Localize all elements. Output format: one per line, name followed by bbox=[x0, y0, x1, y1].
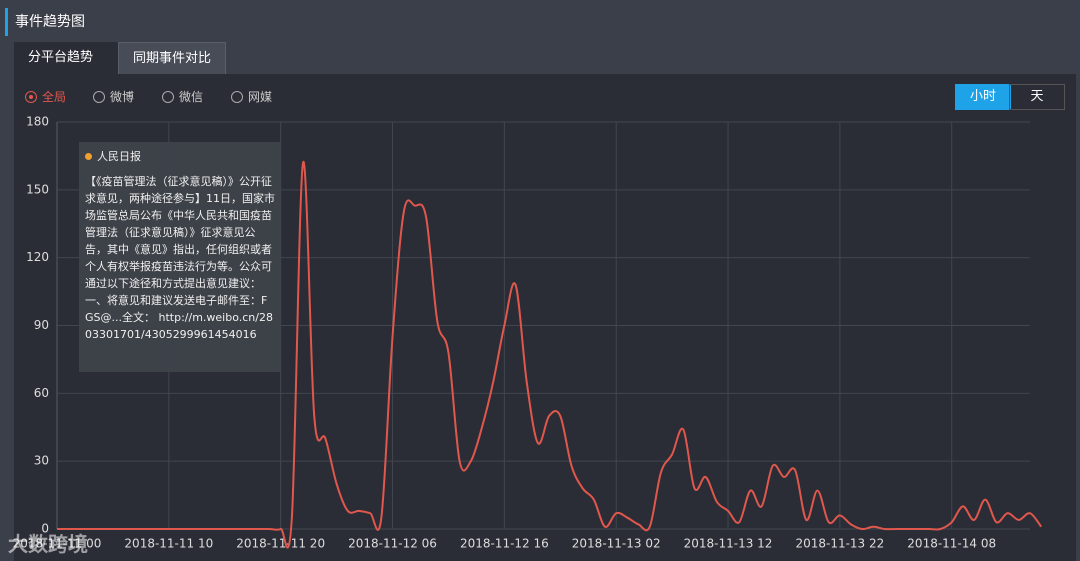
watermark: 大数跨境 bbox=[8, 532, 88, 556]
x-tick-label: 2018-11-11 00 bbox=[13, 537, 102, 551]
x-tick-label: 2018-11-11 10 bbox=[124, 537, 213, 551]
y-tick-label: 150 bbox=[26, 182, 49, 196]
tooltip-source: 人民日报 bbox=[97, 150, 141, 163]
x-tick-label: 2018-11-11 20 bbox=[236, 537, 325, 551]
x-tick-label: 2018-11-13 02 bbox=[572, 537, 661, 551]
radio[interactable]: 全局 bbox=[25, 88, 66, 105]
radio-label: 微信 bbox=[179, 90, 204, 104]
toggle-button[interactable]: 天 bbox=[1009, 84, 1065, 110]
trend-line bbox=[57, 161, 1042, 549]
radio-label: 全局 bbox=[42, 90, 67, 104]
tooltip-text: 【《疫苗管理法（征求意见稿）》公开征求意见，两种途径参与】11日，国家市场监管总… bbox=[85, 175, 275, 341]
radio-label: 微博 bbox=[110, 90, 135, 104]
y-tick-label: 90 bbox=[34, 318, 49, 332]
y-tick-label: 120 bbox=[26, 250, 49, 264]
radio[interactable]: 微信 bbox=[162, 88, 203, 105]
x-tick-label: 2018-11-14 08 bbox=[907, 537, 996, 551]
toggle-button[interactable]: 小时 bbox=[955, 84, 1011, 110]
y-tick-label: 0 bbox=[41, 522, 49, 536]
section-title: 事件趋势图 bbox=[5, 8, 85, 36]
y-tick-label: 60 bbox=[34, 386, 49, 400]
tab[interactable]: 同期事件对比 bbox=[118, 42, 227, 74]
radio[interactable]: 网媒 bbox=[231, 88, 272, 105]
y-tick-label: 30 bbox=[34, 454, 49, 468]
radio[interactable]: 微博 bbox=[93, 88, 134, 105]
x-tick-label: 2018-11-13 22 bbox=[795, 537, 884, 551]
x-tick-label: 2018-11-12 06 bbox=[348, 537, 437, 551]
x-tick-label: 2018-11-13 12 bbox=[684, 537, 773, 551]
x-tick-label: 2018-11-12 16 bbox=[460, 537, 549, 551]
tab[interactable]: 分平台趋势 bbox=[14, 42, 130, 74]
tooltip: 人民日报 【《疫苗管理法（征求意见稿）》公开征求意见，两种途径参与】11日，国家… bbox=[79, 142, 281, 372]
y-tick-label: 180 bbox=[26, 115, 49, 129]
radio-label: 网媒 bbox=[248, 90, 273, 104]
